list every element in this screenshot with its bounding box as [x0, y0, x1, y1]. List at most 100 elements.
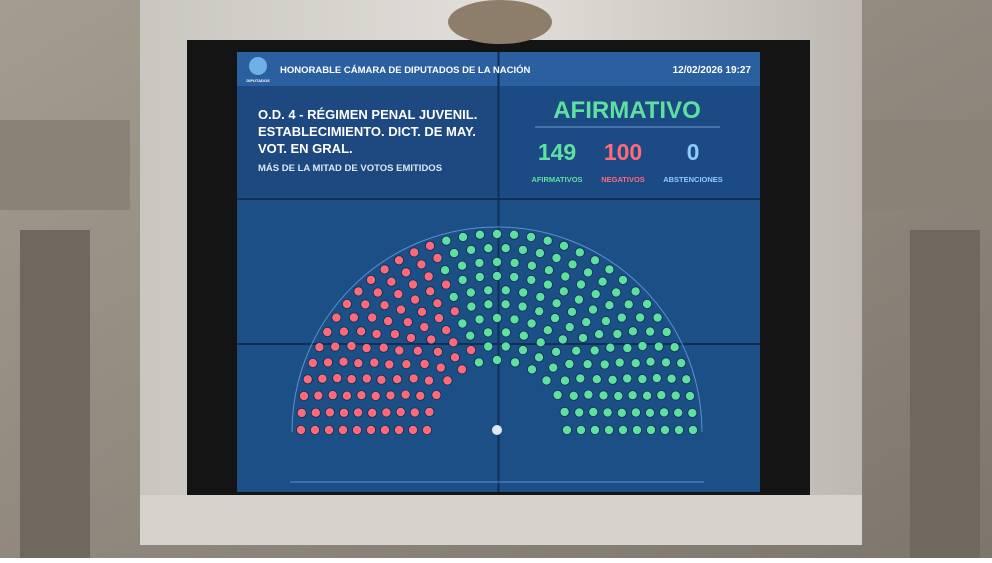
vote-count: 0 — [687, 139, 700, 165]
seat — [353, 407, 364, 418]
seat — [421, 424, 432, 435]
motion-line: VOT. EN GRAL. — [258, 141, 353, 156]
seat — [604, 424, 615, 435]
seat — [483, 299, 494, 310]
seat — [466, 244, 477, 255]
seat — [367, 407, 378, 418]
majority: MÁS DE LA MITAD DE VOTOS EMITIDOS — [258, 163, 442, 174]
seat — [518, 287, 529, 298]
seat — [611, 287, 622, 298]
seat — [482, 327, 493, 338]
seat — [448, 337, 459, 348]
seat — [518, 345, 529, 356]
seat — [465, 287, 476, 298]
seat — [581, 317, 592, 328]
seat — [381, 407, 392, 418]
seat — [491, 256, 502, 267]
seat — [588, 406, 599, 417]
seat — [500, 285, 511, 296]
pediment-right — [862, 120, 992, 210]
seat — [576, 424, 587, 435]
seat — [673, 407, 684, 418]
seat — [322, 326, 333, 337]
seat — [661, 326, 672, 337]
seat — [656, 390, 667, 401]
datetime: 12/02/2026 19:27 — [673, 65, 752, 76]
seat — [562, 424, 573, 435]
seat — [551, 252, 562, 263]
seat — [442, 375, 453, 386]
seat — [457, 231, 468, 242]
seat — [295, 424, 306, 435]
seat — [527, 364, 538, 375]
seat — [526, 274, 537, 285]
seat — [465, 345, 476, 356]
seat — [688, 424, 699, 435]
seat — [645, 326, 656, 337]
seat — [307, 357, 318, 368]
seat — [578, 332, 589, 343]
seat — [491, 312, 502, 323]
seat — [365, 424, 376, 435]
seat — [419, 358, 430, 369]
seat — [567, 306, 578, 317]
vote-label: NEGATIVOS — [601, 175, 645, 184]
president-seat — [492, 425, 502, 435]
pediment-left — [0, 120, 130, 210]
seat — [408, 373, 419, 384]
seat — [542, 235, 553, 246]
seat — [402, 317, 413, 328]
seat — [607, 374, 618, 385]
seat — [534, 352, 545, 363]
seat — [351, 424, 362, 435]
seat — [449, 352, 460, 363]
seat — [552, 389, 563, 400]
seat — [604, 264, 615, 275]
seat — [642, 390, 653, 401]
seat — [322, 357, 333, 368]
seat — [534, 306, 545, 317]
seat — [401, 359, 412, 370]
vote-count: 149 — [538, 139, 576, 165]
vote-label: ABSTENCIONES — [663, 175, 723, 184]
seat — [441, 325, 452, 336]
seat — [509, 257, 520, 268]
seat — [385, 390, 396, 401]
seat — [424, 240, 435, 251]
motion-line: O.D. 4 - RÉGIMEN PENAL JUVENIL. — [258, 107, 477, 122]
seat — [407, 279, 418, 290]
seat — [457, 260, 468, 271]
seat — [474, 257, 485, 268]
seat — [509, 229, 520, 240]
seat — [622, 373, 633, 384]
seat — [535, 337, 546, 348]
seat — [384, 359, 395, 370]
seat — [623, 299, 634, 310]
motion-line: ESTABLECIMIENTO. DICT. DE MAY. — [258, 124, 476, 139]
seat — [409, 407, 420, 418]
seat — [590, 255, 601, 266]
seat — [618, 274, 629, 285]
seat — [500, 341, 511, 352]
seat — [557, 334, 568, 345]
seat — [456, 364, 467, 375]
seat — [356, 326, 367, 337]
seat — [367, 312, 378, 323]
seat — [600, 316, 611, 327]
seat — [583, 389, 594, 400]
seat — [674, 424, 685, 435]
seat — [341, 390, 352, 401]
seat — [296, 407, 307, 418]
seat — [534, 248, 545, 259]
seat — [574, 407, 585, 418]
seat — [331, 312, 342, 323]
seat — [670, 390, 681, 401]
seat — [407, 424, 418, 435]
seat — [393, 424, 404, 435]
seat — [338, 407, 349, 418]
seat — [517, 301, 528, 312]
seat — [302, 374, 313, 385]
seat — [576, 279, 587, 290]
seat — [510, 357, 521, 368]
seat — [465, 330, 476, 341]
